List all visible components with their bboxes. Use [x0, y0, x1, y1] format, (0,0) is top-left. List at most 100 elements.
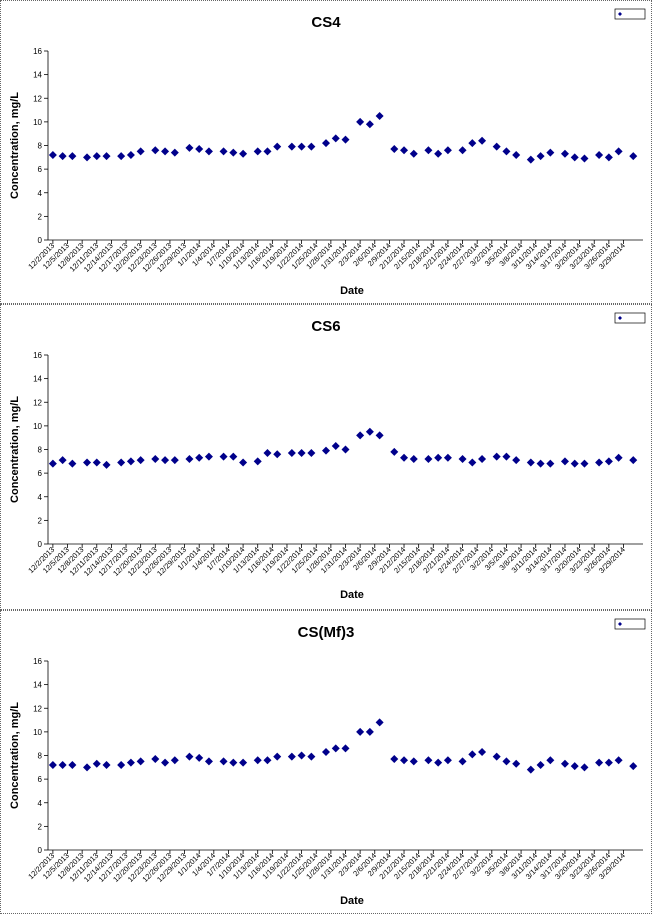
data-point-cs4: [400, 146, 409, 155]
data-point-cs4: [604, 153, 613, 162]
data-point-csmf3: [443, 756, 452, 765]
data-point-cs6: [185, 454, 194, 463]
data-point-cs6: [560, 457, 569, 466]
data-point-cs4: [102, 152, 111, 161]
data-point-csmf3: [273, 752, 282, 761]
data-point-cs4: [365, 120, 374, 129]
data-point-cs6: [239, 458, 248, 467]
data-point-csmf3: [83, 763, 92, 772]
data-point-csmf3: [629, 762, 638, 771]
data-point-cs4: [443, 146, 452, 155]
data-point-csmf3: [502, 757, 511, 766]
data-point-cs6: [400, 453, 409, 462]
data-point-cs4: [161, 147, 170, 156]
legend-marker-icon: [618, 316, 622, 320]
data-point-cs6: [458, 454, 467, 463]
data-point-csmf3: [263, 756, 272, 765]
data-point-cs4: [331, 134, 340, 143]
data-point-csmf3: [58, 760, 67, 769]
data-point-cs6: [263, 449, 272, 458]
y-tick-label: 10: [33, 422, 42, 431]
chart-panel-cs6: CS6 0 2 4 6 8 10 12 14 16 12/2/2013 12/5/2013 12/8/2…: [0, 304, 652, 610]
y-tick-label: 6: [38, 469, 43, 478]
data-point-cs6: [595, 458, 604, 467]
data-point-csmf3: [400, 756, 409, 765]
data-point-cs4: [263, 147, 272, 156]
y-tick-label: 16: [33, 657, 42, 666]
data-point-csmf3: [307, 752, 316, 761]
data-point-csmf3: [253, 756, 262, 765]
chart-title: CS(Mf)3: [298, 624, 355, 641]
data-point-cs4: [204, 147, 213, 156]
data-point-cs6: [307, 449, 316, 458]
data-point-cs6: [502, 452, 511, 461]
data-point-cs6: [468, 458, 477, 467]
data-point-csmf3: [614, 756, 623, 765]
data-point-cs6: [126, 457, 135, 466]
data-point-csmf3: [92, 759, 101, 768]
data-point-csmf3: [468, 750, 477, 759]
y-tick-label: 4: [38, 189, 43, 198]
data-point-csmf3: [526, 765, 535, 774]
data-point-csmf3: [195, 753, 204, 762]
data-point-csmf3: [478, 747, 487, 756]
data-point-cs6: [331, 441, 340, 450]
data-point-cs4: [185, 143, 194, 152]
data-point-cs6: [204, 452, 213, 461]
chart-svg-cs4: CS4024681012141612/2/201312/5/201312/8/2…: [9, 8, 646, 297]
data-point-csmf3: [546, 756, 555, 765]
data-point-cs4: [92, 152, 101, 161]
data-point-cs6: [297, 449, 306, 458]
data-point-cs4: [239, 149, 248, 158]
data-point-cs6: [375, 431, 384, 440]
y-tick-label: 12: [33, 704, 42, 713]
data-point-cs6: [492, 452, 501, 461]
chart-panel-cs4: CS4 0 2 4 6 8 10 12 14 16 12/2/2013 12/5/2013 12/8/2…: [0, 0, 652, 304]
data-point-cs4: [570, 153, 579, 162]
data-point-csmf3: [297, 751, 306, 760]
data-point-csmf3: [560, 759, 569, 768]
data-point-cs6: [321, 446, 330, 455]
data-point-csmf3: [117, 760, 126, 769]
data-point-cs6: [478, 454, 487, 463]
y-tick-label: 8: [38, 446, 43, 455]
y-tick-label: 2: [38, 516, 43, 525]
data-point-cs6: [151, 454, 160, 463]
y-tick-label: 6: [38, 775, 43, 784]
data-point-csmf3: [287, 752, 296, 761]
data-point-csmf3: [331, 744, 340, 753]
data-point-cs4: [546, 148, 555, 157]
data-point-cs4: [321, 139, 330, 148]
data-point-cs4: [434, 149, 443, 158]
data-point-cs6: [58, 456, 67, 465]
data-point-cs4: [68, 152, 77, 161]
data-point-cs4: [195, 145, 204, 154]
data-point-cs4: [478, 136, 487, 145]
data-point-csmf3: [151, 755, 160, 764]
data-point-cs4: [83, 153, 92, 162]
y-tick-label: 16: [33, 351, 42, 360]
data-point-csmf3: [375, 718, 384, 727]
data-point-csmf3: [161, 758, 170, 767]
data-point-cs4: [468, 139, 477, 148]
y-tick-label: 10: [33, 118, 42, 127]
x-axis-label: Date: [340, 589, 364, 601]
data-point-csmf3: [492, 752, 501, 761]
data-point-cs6: [424, 454, 433, 463]
data-point-csmf3: [536, 760, 545, 769]
data-point-cs4: [375, 111, 384, 120]
data-point-csmf3: [219, 757, 228, 766]
data-point-cs4: [502, 147, 511, 156]
data-point-cs4: [126, 150, 135, 159]
y-tick-label: 0: [38, 236, 43, 245]
data-point-cs4: [58, 152, 67, 161]
y-axis-label: Concentration, mg/L: [9, 396, 21, 503]
data-point-cs6: [229, 452, 238, 461]
data-point-csmf3: [595, 758, 604, 767]
chart-title: CS6: [311, 318, 340, 335]
data-point-cs6: [117, 458, 126, 467]
data-point-cs4: [536, 152, 545, 161]
data-point-cs6: [287, 449, 296, 458]
y-axis-label: Concentration, mg/L: [9, 702, 21, 809]
data-point-cs6: [161, 456, 170, 465]
